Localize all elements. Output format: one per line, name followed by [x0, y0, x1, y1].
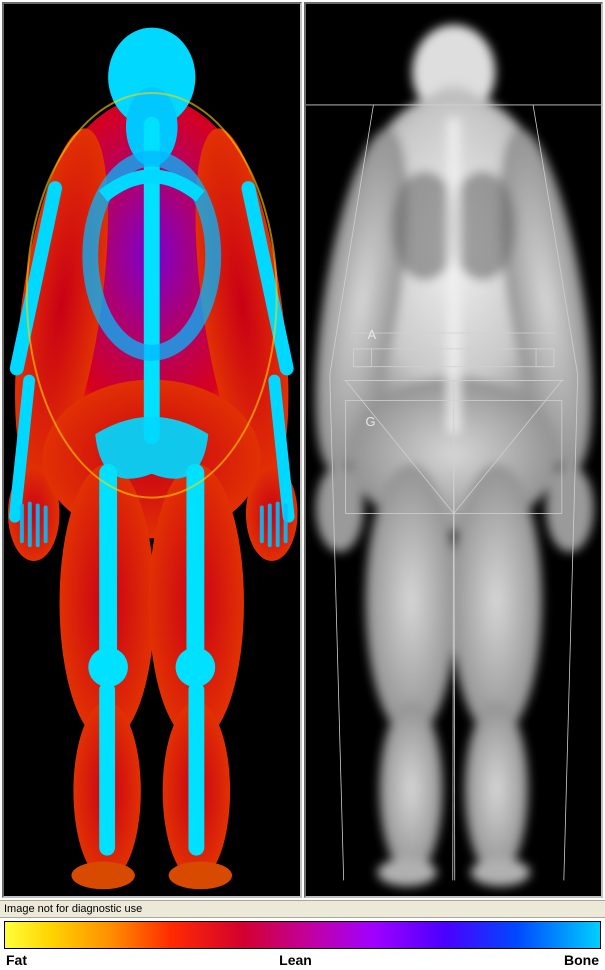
legend-labels: Fat Lean Bone: [4, 952, 601, 968]
roi-label-gynoid: G: [365, 414, 375, 429]
roi-label-android: A: [367, 327, 376, 342]
legend-label-bone: Bone: [564, 952, 599, 968]
legend: Fat Lean Bone: [0, 918, 605, 970]
xray-panel: A G: [304, 2, 604, 898]
disclaimer-text: Image not for diagnostic use: [4, 903, 142, 915]
body-composition-panel: [2, 2, 302, 898]
legend-label-fat: Fat: [6, 952, 27, 968]
xray-scan-image: A G: [306, 4, 602, 896]
tissue-color-scale: [4, 921, 601, 949]
disclaimer-bar: Image not for diagnostic use: [0, 900, 605, 918]
legend-label-lean: Lean: [27, 952, 564, 968]
composition-scan-image: [4, 4, 300, 896]
scan-panels: A G: [0, 0, 605, 900]
